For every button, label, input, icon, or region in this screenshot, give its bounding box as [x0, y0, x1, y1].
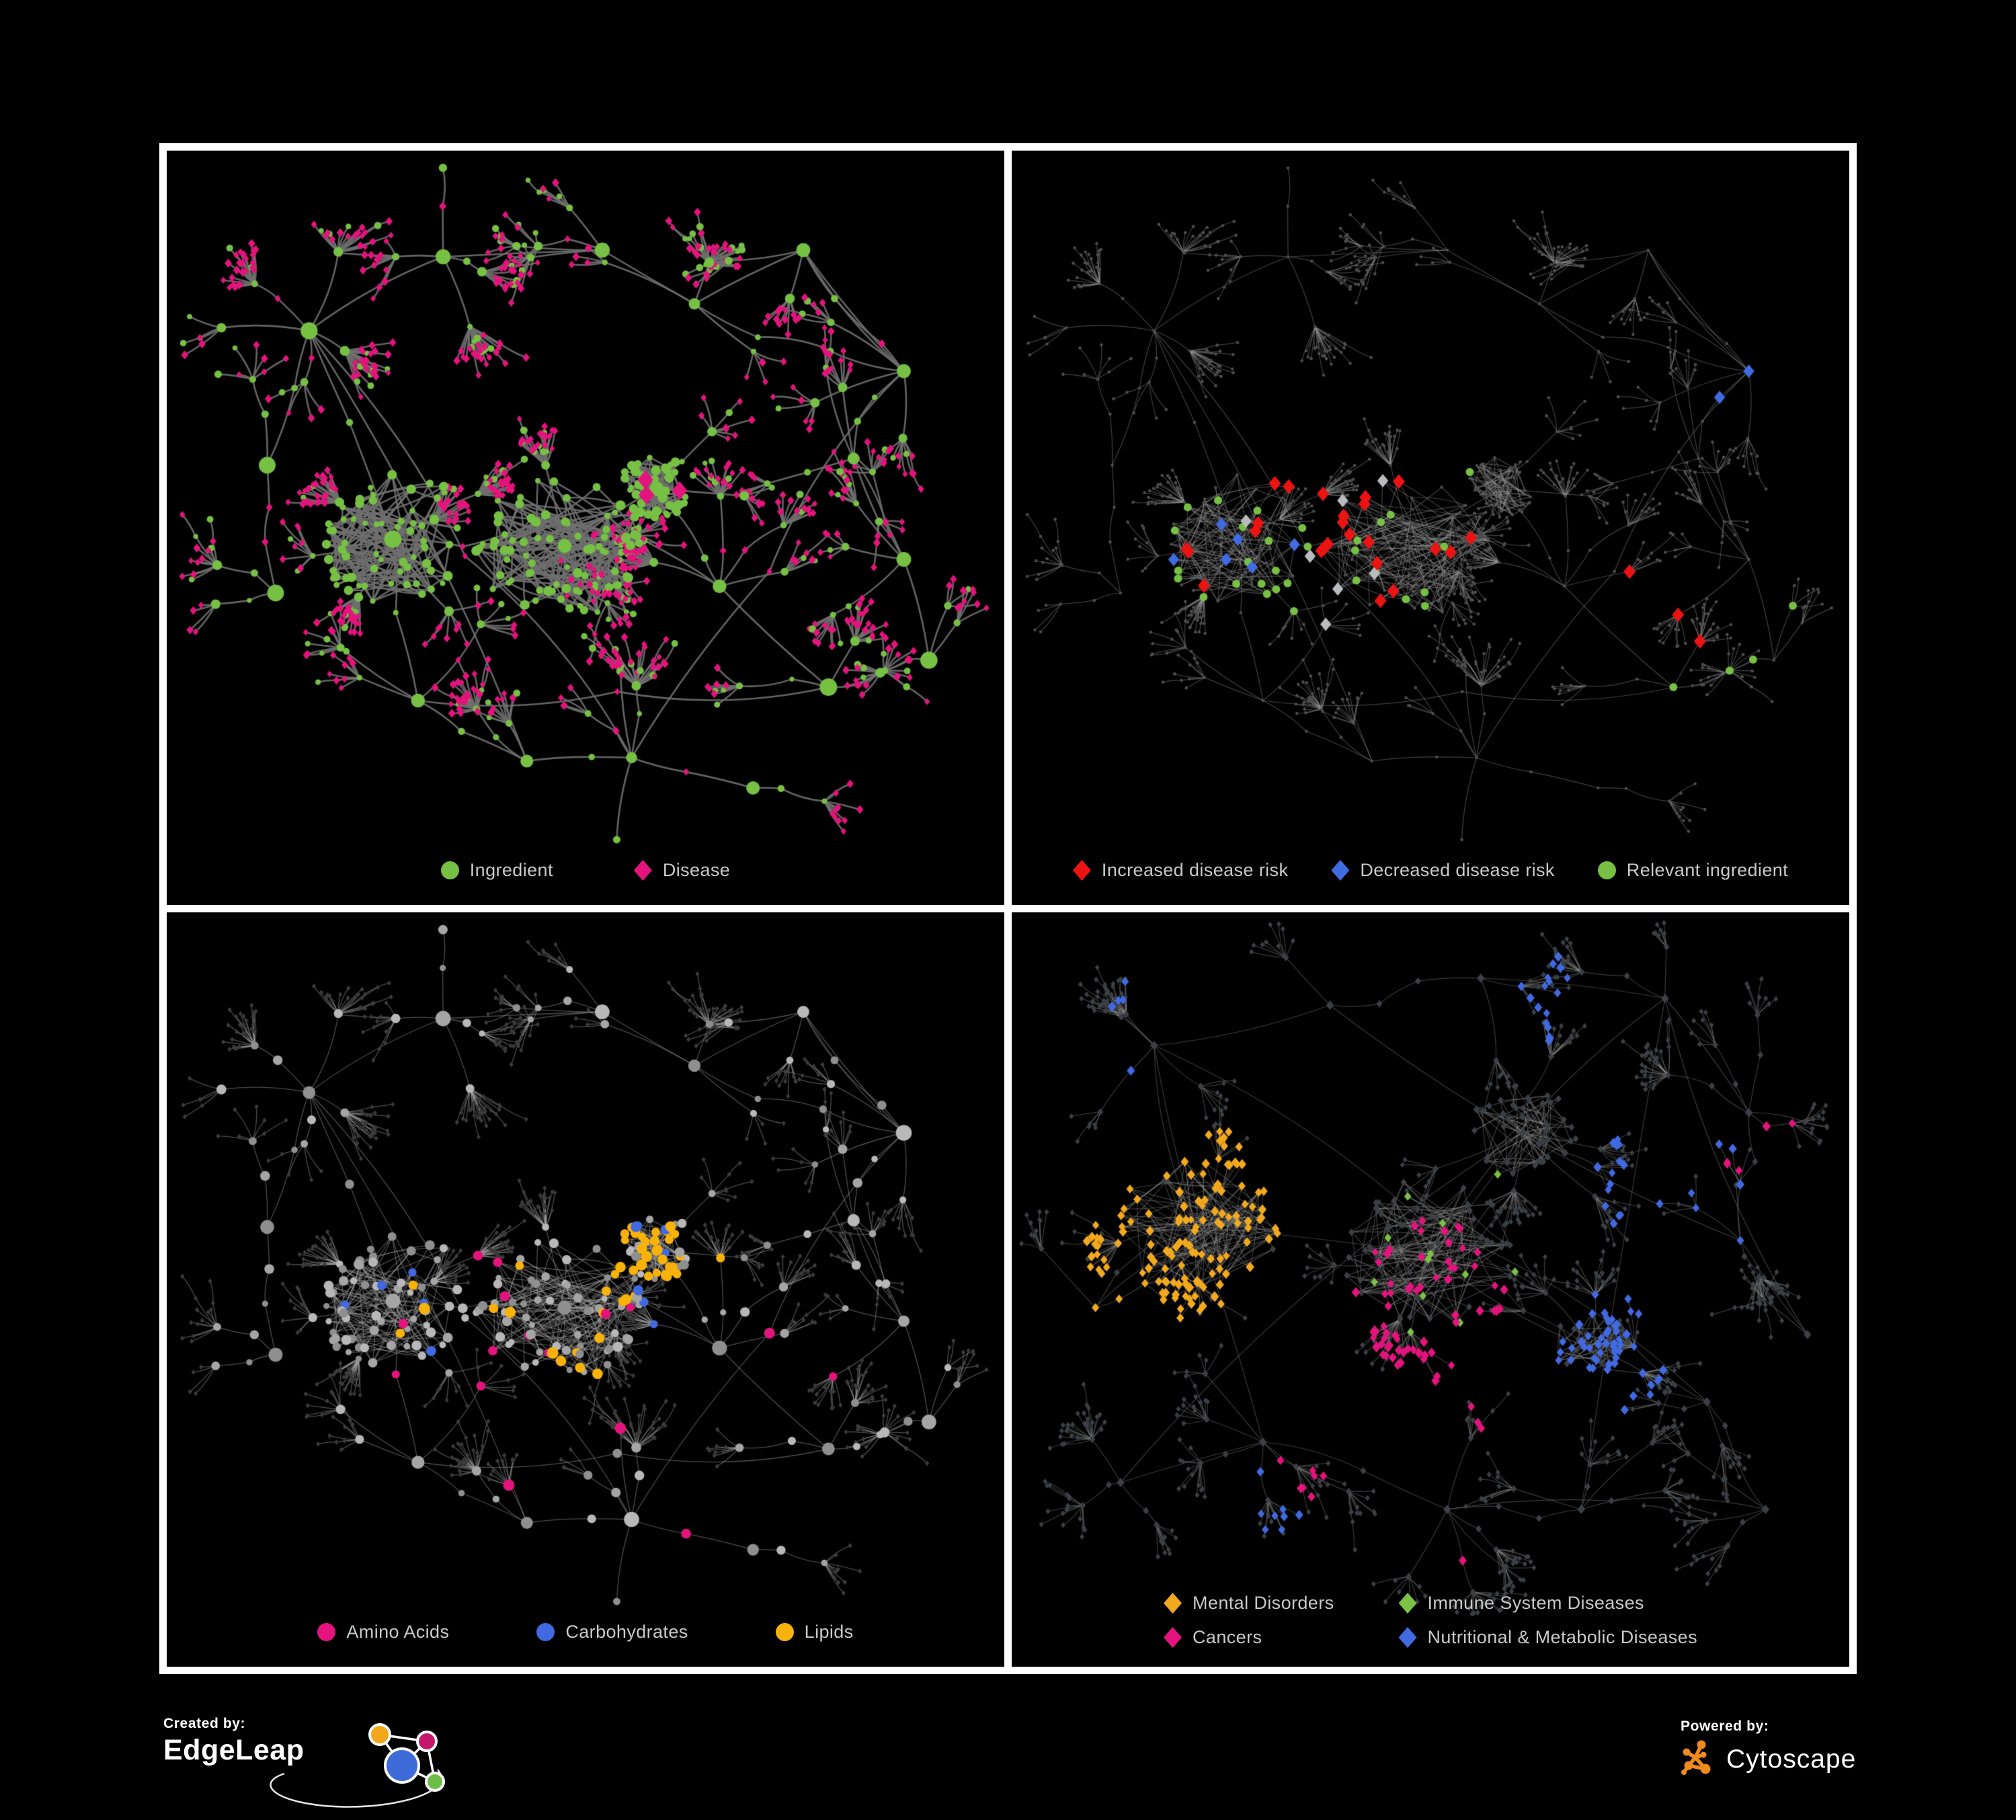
edgeleap-logo-text: EdgeLeap	[163, 1734, 305, 1766]
immune-system-diseases-swatch-icon	[1398, 1593, 1417, 1614]
cancers-swatch-icon	[1164, 1627, 1182, 1648]
cytoscape-logo-icon	[1681, 1740, 1711, 1775]
legend-item: Carbohydrates	[536, 1622, 688, 1643]
legend-label: Increased disease risk	[1101, 860, 1289, 880]
legend-label: Ingredient	[469, 860, 553, 880]
legend-label: Immune System Diseases	[1427, 1593, 1644, 1613]
disease-swatch-icon	[633, 860, 652, 881]
legend-label: Amino Acids	[346, 1622, 450, 1642]
legend-disease-classes: Mental Disorders Immune System Diseases …	[1012, 1593, 1849, 1648]
panel-disease-classes: Mental Disorders Immune System Diseases …	[1012, 912, 1849, 1667]
legend-disease-risk: Increased disease risk Decreased disease…	[1012, 860, 1849, 881]
powered-by-block: Powered by: Cytoscape	[1681, 1718, 1963, 1799]
edgeleap-logo-icon	[270, 1723, 445, 1808]
network-canvas-ingredient-disease	[167, 151, 1004, 905]
legend-item: Immune System Diseases	[1398, 1593, 1697, 1614]
carbohydrates-swatch-icon	[536, 1623, 555, 1641]
powered-by-label: Powered by:	[1681, 1718, 1769, 1734]
increased-risk-swatch-icon	[1072, 860, 1091, 881]
cytoscape-logo-text: Cytoscape	[1726, 1745, 1857, 1774]
legend-label: Relevant ingredient	[1626, 860, 1789, 880]
amino-acids-swatch-icon	[317, 1623, 336, 1641]
ingredient-swatch-icon	[440, 861, 459, 879]
legend-ingredient-disease: Ingredient Disease	[167, 860, 1004, 881]
legend-item: Cancers	[1164, 1627, 1334, 1648]
legend-label: Lipids	[804, 1622, 854, 1642]
panel-disease-risk: Increased disease risk Decreased disease…	[1012, 151, 1849, 905]
legend-label: Disease	[662, 860, 731, 880]
network-canvas-disease-risk	[1012, 151, 1849, 905]
legend-item: Ingredient	[440, 860, 553, 881]
legend-item: Decreased disease risk	[1331, 860, 1554, 881]
lipids-swatch-icon	[775, 1623, 794, 1641]
nutritional-metabolic-swatch-icon	[1398, 1627, 1417, 1648]
relevant-ingredient-swatch-icon	[1597, 861, 1616, 879]
legend-item: Disease	[633, 860, 731, 881]
legend-item: Increased disease risk	[1072, 860, 1289, 881]
legend-item: Relevant ingredient	[1597, 860, 1789, 881]
legend-item: Amino Acids	[317, 1622, 449, 1643]
decreased-risk-swatch-icon	[1331, 860, 1350, 881]
legend-label: Nutritional & Metabolic Diseases	[1427, 1627, 1697, 1647]
legend-item: Nutritional & Metabolic Diseases	[1398, 1627, 1697, 1648]
legend-label: Carbohydrates	[565, 1622, 688, 1642]
network-canvas-disease-classes	[1012, 912, 1849, 1667]
legend-item: Mental Disorders	[1164, 1593, 1334, 1614]
legend-label: Mental Disorders	[1193, 1593, 1334, 1613]
created-by-label: Created by:	[163, 1716, 246, 1731]
legend-item: Lipids	[775, 1622, 854, 1643]
legend-label: Decreased disease risk	[1360, 860, 1555, 880]
mental-disorders-swatch-icon	[1164, 1593, 1182, 1614]
created-by-block: Created by: EdgeLeap	[163, 1716, 513, 1810]
legend-compound-classes: Amino Acids Carbohydrates Lipids	[167, 1622, 1004, 1643]
network-canvas-compound-classes	[167, 912, 1004, 1667]
panel-ingredient-disease: Ingredient Disease	[167, 151, 1004, 905]
panel-grid: Ingredient Disease Increased disease ris…	[159, 143, 1857, 1674]
legend-label: Cancers	[1193, 1627, 1262, 1647]
panel-compound-classes: Amino Acids Carbohydrates Lipids	[167, 912, 1004, 1667]
